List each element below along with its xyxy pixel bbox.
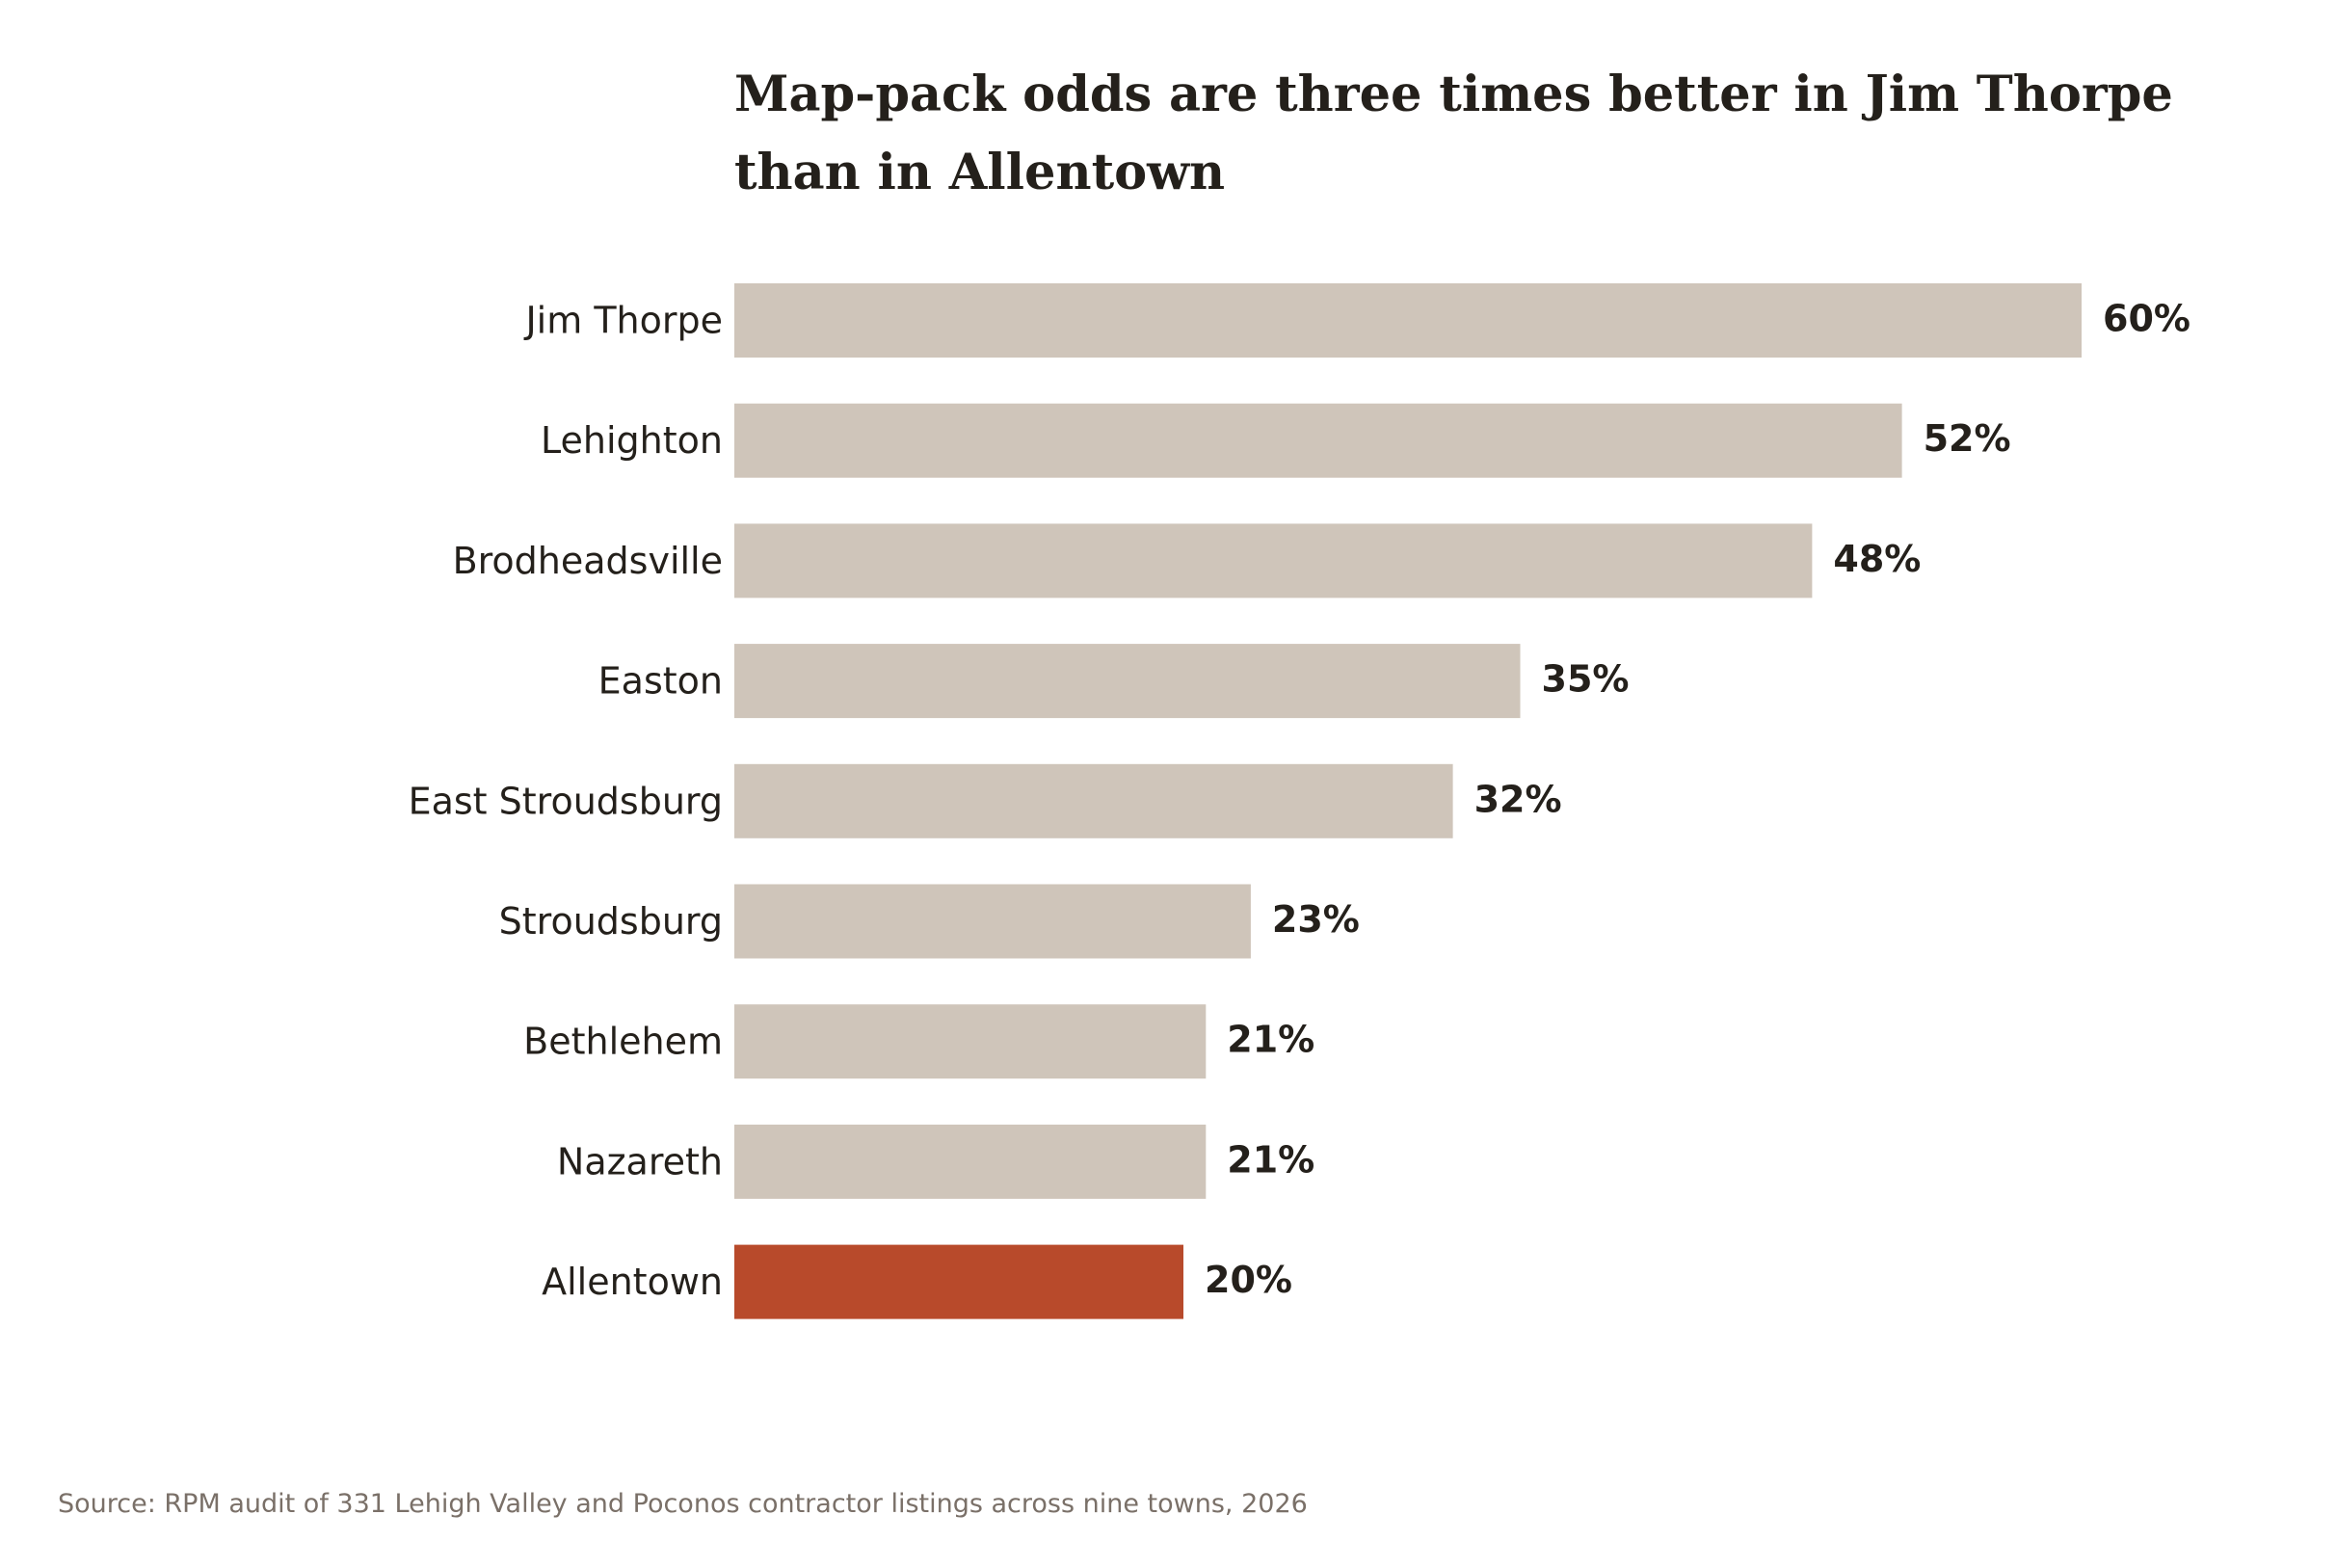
category-label-brodheadsville: Brodheadsville bbox=[453, 540, 723, 582]
category-label-bethlehem: Bethlehem bbox=[523, 1021, 723, 1063]
bar-lehighton bbox=[734, 403, 1902, 478]
category-label-stroudsburg: Stroudsburg bbox=[499, 900, 723, 943]
value-label-lehighton: 52% bbox=[1924, 417, 2011, 460]
category-label-east-stroudsburg: East Stroudsburg bbox=[409, 780, 723, 822]
bar-easton bbox=[734, 644, 1521, 719]
value-label-brodheadsville: 48% bbox=[1833, 538, 1921, 580]
bar-jim-thorpe bbox=[734, 283, 2082, 358]
value-label-easton: 35% bbox=[1542, 658, 1630, 701]
source-note: Source: RPM audit of 331 Lehigh Valley a… bbox=[58, 1489, 1308, 1519]
value-label-bethlehem: 21% bbox=[1227, 1019, 1314, 1061]
value-label-stroudsburg: 23% bbox=[1272, 898, 1360, 941]
value-label-jim-thorpe: 60% bbox=[2103, 298, 2190, 340]
value-label-east-stroudsburg: 32% bbox=[1474, 778, 1562, 820]
chart-title: Map-pack odds are three times better in … bbox=[734, 66, 2173, 201]
category-label-easton: Easton bbox=[598, 660, 723, 703]
category-label-allentown: Allentown bbox=[542, 1261, 723, 1303]
value-label-allentown: 20% bbox=[1205, 1259, 1292, 1301]
bar-allentown bbox=[734, 1244, 1183, 1319]
bar-brodheadsville bbox=[734, 523, 1813, 598]
category-label-lehighton: Lehighton bbox=[541, 419, 723, 462]
bar-stroudsburg bbox=[734, 884, 1251, 959]
value-label-nazareth: 21% bbox=[1227, 1138, 1314, 1181]
category-label-jim-thorpe: Jim Thorpe bbox=[523, 300, 723, 342]
bar-bethlehem bbox=[734, 1004, 1207, 1079]
category-label-nazareth: Nazareth bbox=[557, 1140, 723, 1183]
bar-east-stroudsburg bbox=[734, 763, 1453, 838]
bar-nazareth bbox=[734, 1124, 1207, 1199]
